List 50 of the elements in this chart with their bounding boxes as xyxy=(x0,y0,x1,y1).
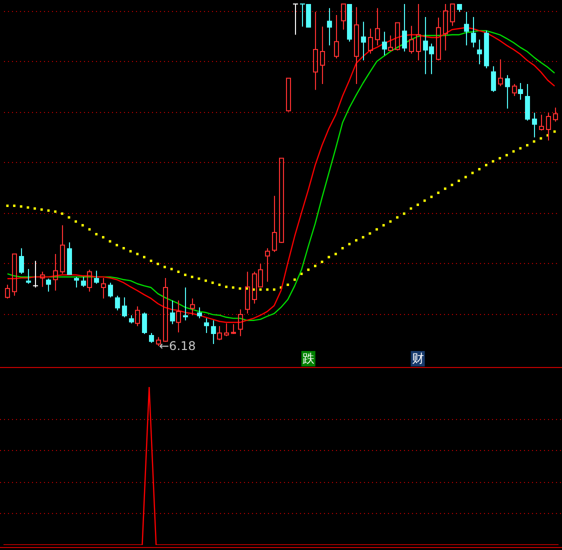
candlestick xyxy=(265,248,270,282)
candlestick xyxy=(313,11,318,90)
candlestick xyxy=(395,22,400,52)
candlestick xyxy=(12,254,17,296)
annotation: ←6.18 xyxy=(159,339,196,354)
candlestick xyxy=(272,195,277,252)
candlestick xyxy=(224,322,229,337)
candlestick xyxy=(135,306,140,327)
candlestick xyxy=(53,254,58,292)
candlestick xyxy=(286,78,291,112)
x-tick-label: 跌 xyxy=(302,351,314,366)
candlestick xyxy=(163,277,168,342)
candlestick xyxy=(320,26,325,85)
candlestick xyxy=(32,260,38,288)
candlestick xyxy=(292,4,298,36)
candlestick xyxy=(5,284,10,299)
candlestick xyxy=(518,83,523,100)
candlestick xyxy=(183,288,188,320)
candlestick xyxy=(190,298,195,316)
candlestick xyxy=(60,224,65,274)
candlestick xyxy=(436,17,441,61)
candlestick xyxy=(46,278,51,292)
x-tick-label: 财 xyxy=(412,351,424,366)
candlestick xyxy=(409,25,414,54)
candlestick xyxy=(416,4,421,61)
candlestick xyxy=(388,34,393,52)
candlestick xyxy=(512,84,517,96)
candlestick xyxy=(498,58,503,87)
candlestick xyxy=(341,4,346,30)
candlestick xyxy=(26,269,31,284)
candlestick xyxy=(368,28,373,54)
candlestick xyxy=(81,276,86,287)
candlestick xyxy=(334,14,339,59)
candlestick xyxy=(375,8,380,46)
candlestick xyxy=(361,22,366,60)
candlestick xyxy=(40,271,45,288)
candlestick xyxy=(101,277,106,299)
candlestick xyxy=(539,114,544,132)
candlestick xyxy=(156,336,161,346)
candlestick xyxy=(477,40,482,64)
candlestick xyxy=(87,269,92,292)
candlestick xyxy=(354,6,359,85)
candlestick xyxy=(443,4,448,52)
candlestick xyxy=(176,300,181,333)
candlestick xyxy=(279,158,284,244)
candlestick xyxy=(450,4,455,26)
candlestick xyxy=(553,107,558,122)
candlestick xyxy=(217,326,222,341)
candlestick xyxy=(231,324,236,335)
candlestick xyxy=(238,308,243,337)
